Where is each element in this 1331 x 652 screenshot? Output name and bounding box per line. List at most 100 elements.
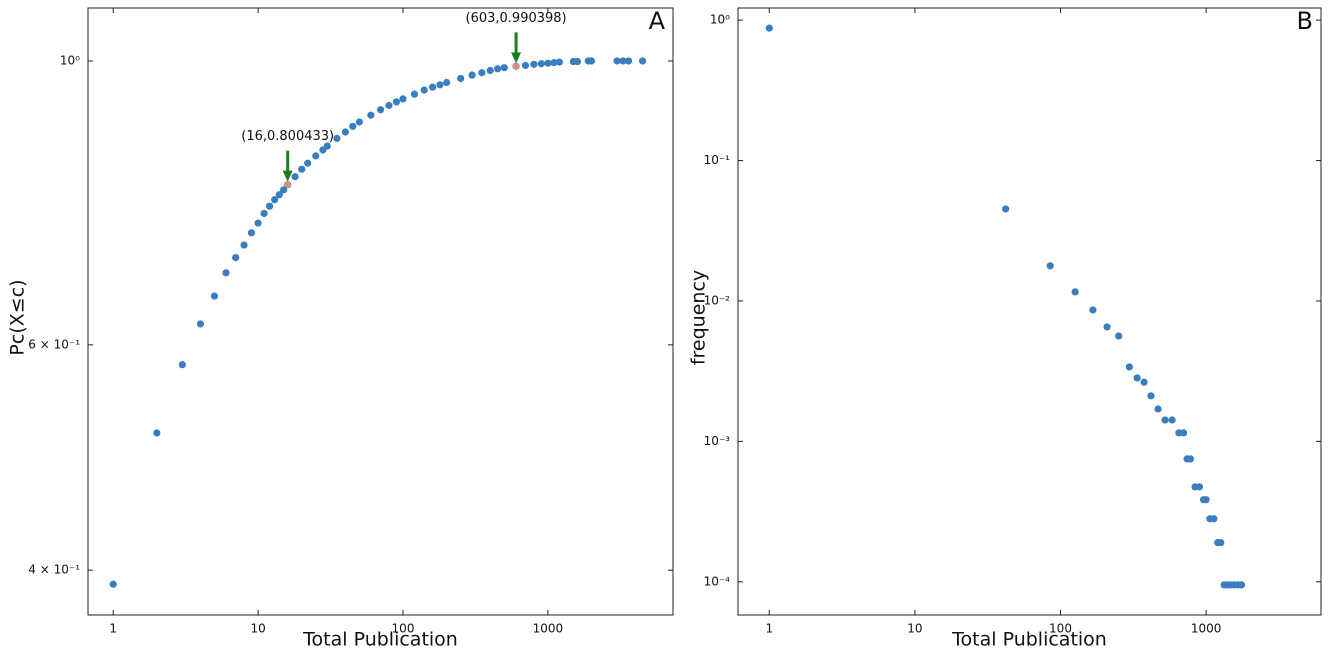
data-point <box>1237 581 1246 589</box>
annotation-arrowhead <box>282 170 293 182</box>
data-point <box>385 101 393 110</box>
annotation-arrowhead <box>511 52 522 64</box>
data-point <box>1217 539 1225 547</box>
data-point <box>240 241 248 249</box>
data-point <box>428 83 437 91</box>
data-point <box>298 165 306 173</box>
data-point <box>271 196 279 204</box>
data-point <box>1210 515 1218 523</box>
data-point <box>613 57 621 65</box>
highlight-point <box>284 181 291 188</box>
plot-frame <box>737 7 1322 616</box>
x-tick-label: 1000 <box>533 622 564 636</box>
y-axis-label: Pc(X≤c) <box>7 279 29 355</box>
data-point <box>443 78 451 87</box>
data-point <box>555 58 563 66</box>
data-point <box>587 57 596 65</box>
y-tick-label: 10⁰ <box>60 53 80 67</box>
data-point <box>210 292 219 300</box>
data-point <box>1103 323 1111 331</box>
data-point <box>410 90 419 98</box>
data-point <box>1002 205 1010 213</box>
x-tick-label: 100 <box>392 622 415 636</box>
data-point <box>1133 374 1141 382</box>
data-point <box>1154 405 1162 413</box>
data-point <box>500 64 508 72</box>
x-tick-label: 10 <box>907 622 922 636</box>
y-tick-label: 10⁻⁴ <box>704 574 731 588</box>
data-point <box>196 320 205 328</box>
data-point <box>486 66 494 75</box>
panel-label: B <box>1297 7 1313 35</box>
data-point <box>275 191 283 199</box>
data-point <box>1202 496 1210 504</box>
y-axis-label: frequency <box>688 270 710 365</box>
y-tick-label: 4 × 10⁻¹ <box>28 563 80 577</box>
y-tick-label: 10⁻³ <box>704 434 731 448</box>
data-point <box>153 429 161 437</box>
data-point <box>478 69 486 77</box>
y-tick-label: 10⁰ <box>710 13 730 27</box>
x-tick-label: 10 <box>250 622 265 636</box>
data-point <box>1046 262 1054 270</box>
data-point <box>355 118 363 126</box>
y-tick-label: 10⁻² <box>704 293 731 307</box>
data-point <box>521 61 530 70</box>
data-point <box>624 57 633 65</box>
x-tick-label: 100 <box>1049 622 1072 636</box>
data-point <box>619 57 627 65</box>
data-point <box>333 134 341 142</box>
data-point <box>376 106 385 114</box>
data-point <box>367 111 375 119</box>
annotation: (603,0.990398) <box>466 11 567 26</box>
data-point <box>323 142 331 150</box>
data-point <box>550 59 558 67</box>
x-axis-label: Total Publication <box>951 629 1107 651</box>
data-point <box>765 24 773 32</box>
data-point <box>291 173 299 181</box>
data-point <box>178 361 186 369</box>
data-point <box>494 65 502 73</box>
x-axis-label: Total Publication <box>302 629 458 651</box>
data-point <box>420 86 428 94</box>
data-point <box>1179 429 1188 437</box>
annotation: (16,0.800433) <box>241 129 334 144</box>
data-point <box>1147 392 1155 400</box>
data-point <box>399 95 407 103</box>
data-point <box>232 253 240 262</box>
data-point <box>1195 483 1204 491</box>
data-point <box>530 60 538 68</box>
data-point <box>247 229 256 237</box>
data-point <box>537 60 545 68</box>
y-tick-label: 10⁻¹ <box>704 153 731 167</box>
data-point <box>280 186 288 194</box>
data-point <box>1161 416 1169 424</box>
data-point <box>573 57 582 66</box>
data-point <box>265 202 274 210</box>
plot-frame <box>87 7 674 616</box>
data-point <box>392 98 400 106</box>
y-tick-label: 6 × 10⁻¹ <box>28 337 80 351</box>
data-point <box>468 71 476 79</box>
data-point <box>1168 416 1176 424</box>
data-point <box>1125 363 1133 371</box>
x-tick-label: 1 <box>109 622 117 636</box>
x-tick-label: 1 <box>765 622 773 636</box>
data-point <box>1140 378 1148 386</box>
data-point <box>349 122 357 130</box>
data-point <box>1186 455 1195 463</box>
data-point <box>260 209 268 218</box>
data-point <box>1115 332 1123 340</box>
data-point <box>638 57 647 65</box>
data-point <box>222 269 230 277</box>
data-point <box>254 219 262 227</box>
data-point <box>1071 288 1079 296</box>
highlight-point <box>512 63 520 70</box>
panel-label: A <box>649 7 666 35</box>
data-point <box>109 580 117 588</box>
data-point <box>312 152 320 160</box>
data-point <box>544 59 552 67</box>
data-point <box>436 81 444 89</box>
data-point <box>341 128 349 136</box>
